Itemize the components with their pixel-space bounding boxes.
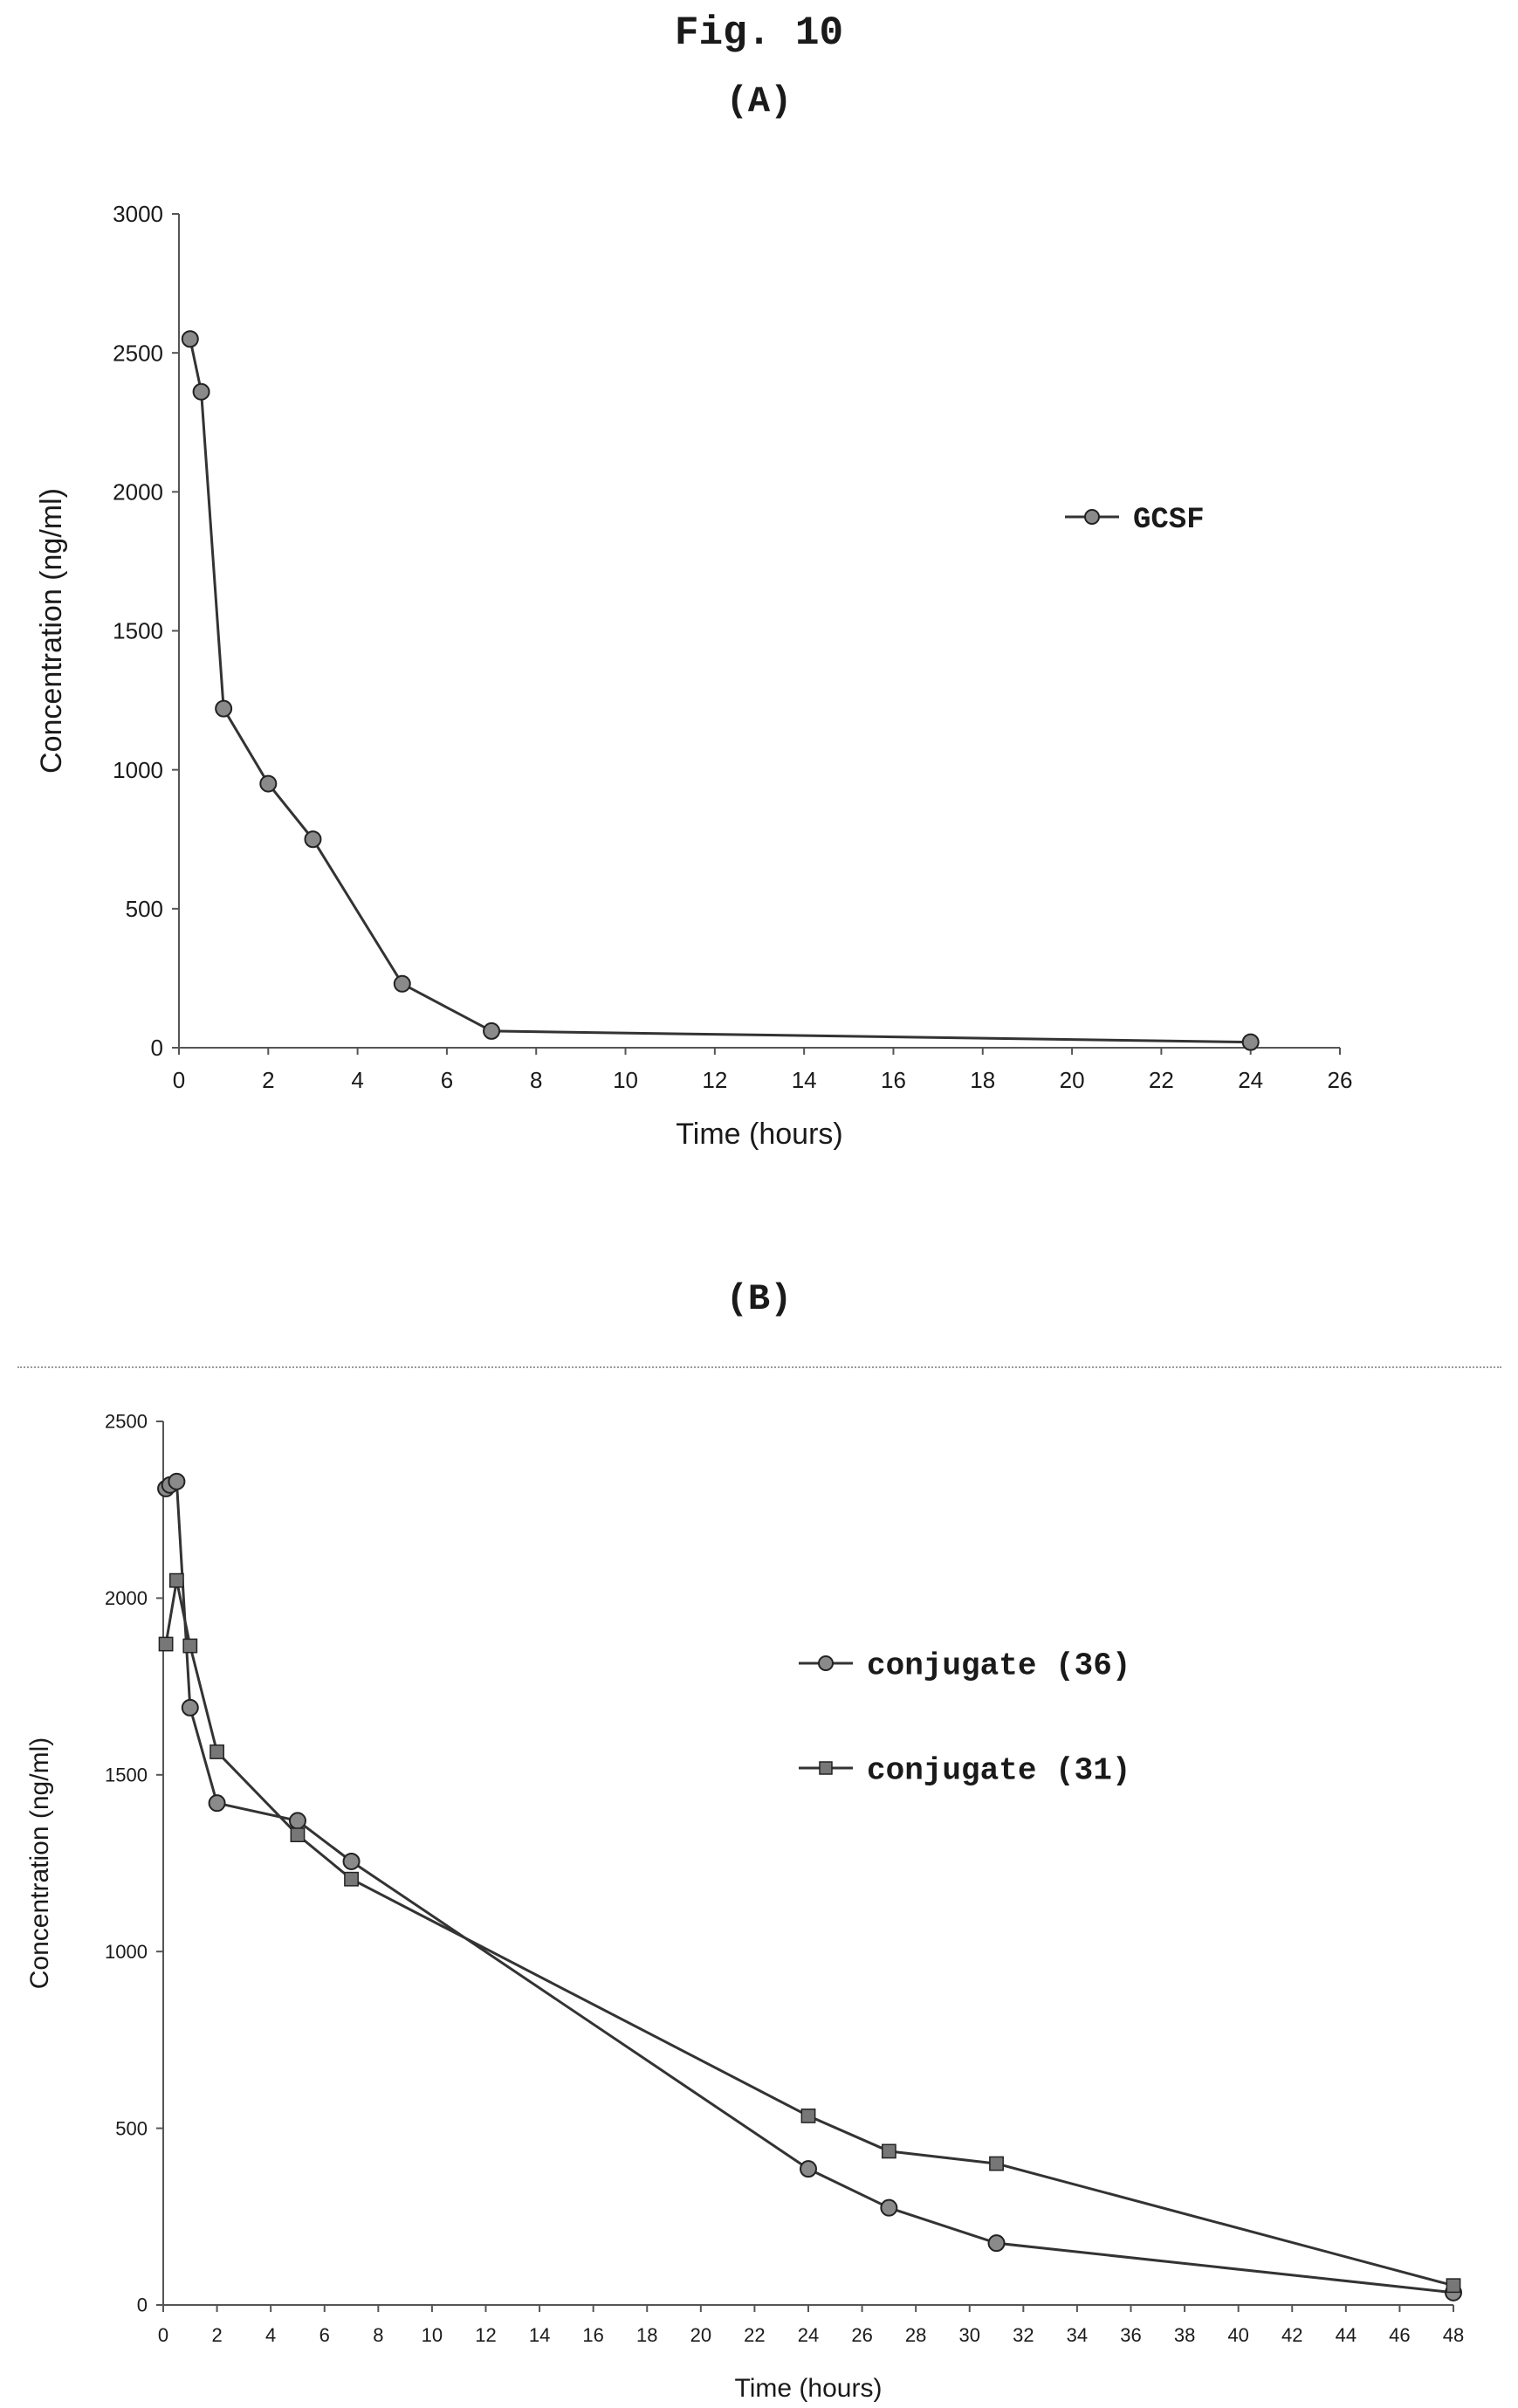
y-tick-label: 1500: [105, 1765, 148, 1786]
data-point-square: [881, 2143, 896, 2159]
x-tick-label: 16: [881, 1067, 906, 1093]
y-axis-title: Concentration (ng/ml): [25, 1737, 54, 1989]
data-point-circle: [880, 2198, 898, 2217]
x-tick-label: 4: [265, 2324, 276, 2346]
x-tick-label: 24: [1238, 1067, 1263, 1093]
y-tick-label: 2500: [105, 1411, 148, 1433]
legend-label: GCSF: [1133, 504, 1205, 537]
x-tick-label: 10: [613, 1067, 638, 1093]
x-tick-label: 46: [1389, 2324, 1410, 2346]
x-tick-label: 0: [158, 2324, 168, 2346]
x-tick-label: 4: [351, 1067, 363, 1093]
legend-marker-circle: [818, 1655, 834, 1671]
panel-separator: [17, 1366, 1501, 1368]
x-tick-label: 20: [1060, 1067, 1085, 1093]
legend-marker-circle: [1084, 509, 1100, 525]
y-tick-label: 3000: [113, 201, 163, 227]
series-line: [164, 1579, 1454, 2288]
data-point-circle: [208, 1794, 226, 1813]
x-tick-label: 32: [1013, 2324, 1034, 2346]
panel-b-label: (B): [725, 1278, 793, 1320]
y-tick-label: 500: [115, 2117, 148, 2139]
x-tick-label: 28: [905, 2324, 926, 2346]
y-tick-label: 0: [137, 2294, 148, 2316]
legend-marker-square: [819, 1761, 833, 1775]
x-tick-label: 30: [959, 2324, 980, 2346]
data-point-square: [989, 2156, 1004, 2171]
data-point-circle: [192, 382, 210, 401]
legend-label: conjugate (36): [867, 1648, 1130, 1684]
legend-label: conjugate (31): [867, 1753, 1130, 1789]
y-tick-label: 0: [151, 1035, 163, 1061]
data-point-circle: [800, 2160, 817, 2178]
x-tick-label: 18: [970, 1067, 995, 1093]
x-tick-label: 12: [475, 2324, 496, 2346]
x-tick-label: 34: [1067, 2324, 1088, 2346]
y-tick-label: 1000: [113, 757, 163, 783]
x-tick-label: 8: [530, 1067, 542, 1093]
x-tick-label: 6: [319, 2324, 330, 2346]
x-tick-label: 36: [1120, 2324, 1141, 2346]
x-tick-label: 18: [636, 2324, 657, 2346]
x-tick-label: 16: [582, 2324, 603, 2346]
y-tick-label: 1500: [113, 618, 163, 644]
x-tick-label: 2: [211, 2324, 222, 2346]
x-axis-title: Time (hours): [676, 1118, 842, 1151]
x-tick-label: 22: [1149, 1067, 1174, 1093]
data-point-circle: [393, 974, 411, 993]
x-tick-label: 26: [1328, 1067, 1353, 1093]
x-tick-label: 10: [422, 2324, 443, 2346]
data-point-circle: [483, 1022, 501, 1040]
data-point-square: [209, 1744, 224, 1759]
data-point-circle: [1241, 1033, 1260, 1051]
x-tick-label: 0: [173, 1067, 185, 1093]
data-point-square: [158, 1636, 174, 1652]
x-tick-label: 24: [798, 2324, 819, 2346]
figure-title: Fig. 10: [674, 10, 844, 56]
x-tick-label: 22: [744, 2324, 765, 2346]
x-tick-label: 14: [529, 2324, 550, 2346]
x-tick-label: 12: [702, 1067, 727, 1093]
y-tick-label: 1000: [105, 1941, 148, 1963]
data-point-circle: [987, 2234, 1006, 2253]
data-point-circle: [304, 830, 322, 849]
data-point-square: [800, 2109, 816, 2123]
y-tick-label: 500: [126, 896, 163, 922]
series-line: [189, 338, 1251, 1044]
x-tick-label: 44: [1336, 2324, 1357, 2346]
x-tick-label: 42: [1281, 2324, 1302, 2346]
x-tick-label: 8: [373, 2324, 383, 2346]
data-point-square: [1446, 2278, 1461, 2294]
data-point-square: [344, 1871, 359, 1887]
panel-a-label: (A): [725, 80, 793, 122]
y-tick-label: 2000: [113, 478, 163, 505]
x-tick-label: 48: [1443, 2324, 1464, 2346]
x-tick-label: 20: [690, 2324, 711, 2346]
data-point-circle: [168, 1472, 186, 1490]
x-tick-label: 38: [1174, 2324, 1195, 2346]
y-axis-title: Concentration (ng/ml): [35, 488, 68, 774]
data-point-circle: [215, 699, 233, 718]
x-tick-label: 26: [851, 2324, 872, 2346]
data-point-circle: [342, 1852, 361, 1870]
y-tick-label: 2500: [113, 340, 163, 366]
data-point-square: [168, 1572, 184, 1588]
data-point-circle: [288, 1812, 306, 1830]
data-point-square: [290, 1827, 306, 1843]
data-point-circle: [181, 1698, 199, 1717]
y-tick-label: 2000: [105, 1587, 148, 1609]
x-tick-label: 6: [441, 1067, 453, 1093]
x-axis-title: Time (hours): [735, 2374, 883, 2403]
x-tick-label: 2: [262, 1067, 274, 1093]
data-point-circle: [181, 330, 199, 348]
x-tick-label: 14: [792, 1067, 817, 1093]
data-point-circle: [259, 774, 278, 793]
data-point-square: [182, 1638, 198, 1654]
x-tick-label: 40: [1227, 2324, 1248, 2346]
